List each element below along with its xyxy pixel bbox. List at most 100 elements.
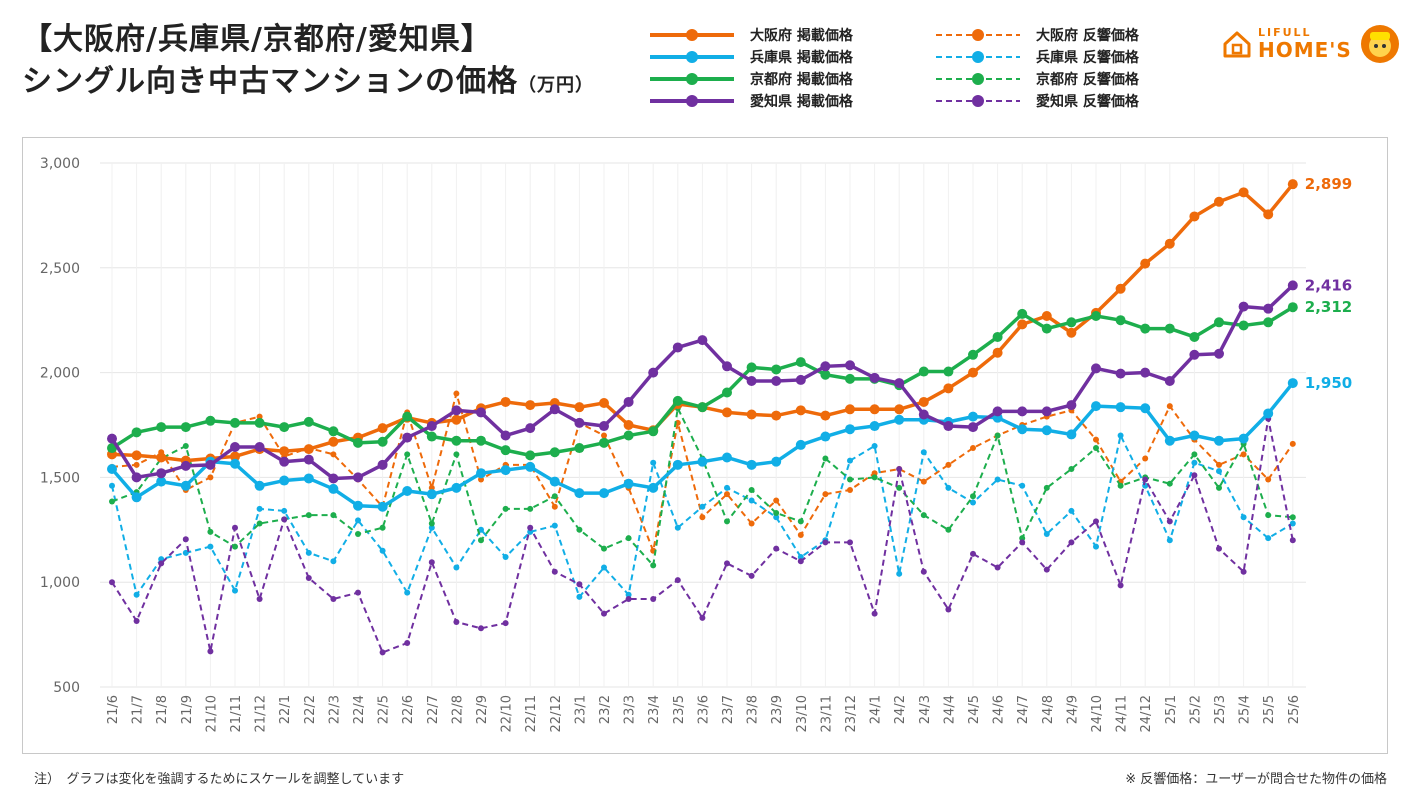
data-point (574, 443, 585, 454)
data-point (601, 564, 607, 571)
x-tick-label: 23/2 (598, 695, 613, 724)
data-point (1068, 466, 1075, 473)
data-point (502, 505, 509, 512)
data-point (918, 366, 929, 377)
data-point (1263, 303, 1274, 314)
data-point (279, 456, 290, 467)
mascot-icon (1361, 25, 1399, 63)
data-point (1240, 568, 1247, 575)
data-point (894, 414, 905, 425)
data-point (970, 499, 976, 506)
data-point (847, 476, 853, 483)
data-point (453, 564, 460, 571)
data-point (303, 473, 314, 484)
data-point (230, 417, 240, 428)
data-point (918, 409, 929, 420)
note-scale: 注） グラフは変化を強調するためにスケールを調整しています (34, 772, 405, 787)
legend-item: 大阪府 掲載価格 (648, 24, 928, 46)
x-tick-label: 25/1 (1164, 695, 1179, 724)
legend-swatch (650, 29, 734, 41)
x-tick-label: 24/6 (992, 695, 1007, 724)
x-tick-label: 23/12 (844, 695, 859, 732)
x-tick-label: 24/12 (1139, 695, 1154, 732)
data-point (748, 572, 755, 579)
data-point (968, 349, 978, 360)
x-tick-label: 22/12 (549, 695, 564, 732)
data-point (158, 560, 165, 567)
data-point (1287, 302, 1298, 313)
data-point (943, 421, 954, 432)
data-point (1240, 451, 1247, 458)
data-point (869, 421, 880, 432)
data-point (279, 446, 290, 457)
data-point (894, 378, 905, 389)
x-tick-label: 25/6 (1287, 695, 1302, 724)
data-point (1214, 317, 1224, 328)
x-tick-label: 25/3 (1213, 695, 1228, 724)
data-point (748, 497, 755, 504)
data-point (1238, 320, 1249, 331)
data-point (820, 431, 831, 442)
data-point (970, 550, 976, 557)
data-point (722, 407, 732, 418)
data-point (254, 480, 265, 491)
data-point (1287, 378, 1298, 389)
data-point (502, 554, 509, 561)
data-point (1166, 537, 1173, 544)
data-point (724, 560, 730, 567)
data-point (970, 445, 976, 452)
data-point (182, 442, 189, 449)
data-point (797, 558, 804, 565)
data-point (525, 461, 536, 472)
y-tick-label: 1,000 (40, 575, 80, 591)
data-point (601, 610, 607, 617)
data-point (180, 480, 191, 491)
data-point (672, 395, 683, 406)
data-point (402, 411, 413, 422)
data-point (525, 400, 536, 411)
data-point (1214, 435, 1224, 446)
data-point (724, 518, 730, 525)
x-tick-label: 24/8 (1041, 695, 1056, 724)
legend-swatch (936, 51, 1020, 63)
data-point (1093, 436, 1099, 443)
legend-label: 愛知県 掲載価格 (750, 94, 853, 110)
data-point (945, 606, 952, 613)
data-point (107, 464, 117, 475)
data-point (328, 436, 339, 447)
data-point (894, 404, 905, 415)
data-point (1115, 283, 1126, 294)
data-point (256, 520, 263, 527)
data-point (896, 484, 903, 491)
y-tick-label: 3,000 (40, 156, 80, 172)
data-point (230, 442, 240, 453)
x-tick-label: 22/4 (352, 695, 367, 724)
data-point (379, 649, 386, 656)
data-point (330, 595, 337, 602)
x-tick-label: 21/12 (254, 695, 269, 732)
data-point (797, 554, 804, 561)
data-point (746, 459, 757, 470)
data-point (551, 568, 558, 575)
data-point (256, 413, 263, 420)
data-point (305, 512, 312, 519)
data-point (476, 468, 486, 479)
data-point (1117, 582, 1124, 589)
data-point (797, 518, 804, 525)
data-point (1017, 424, 1028, 435)
data-point (773, 497, 780, 504)
x-tick-label: 24/7 (1016, 695, 1031, 724)
data-point (845, 360, 855, 371)
data-point (845, 373, 855, 384)
data-point (1117, 432, 1124, 439)
legend-swatch (936, 95, 1020, 107)
data-point (207, 474, 214, 481)
data-point (426, 431, 437, 442)
x-tick-label: 23/3 (623, 695, 638, 724)
data-point (771, 456, 782, 467)
lifull-homes-logo: LIFULL HOME'S (1222, 24, 1400, 68)
data-point (281, 516, 288, 523)
data-point (1164, 323, 1175, 334)
legend-item: 愛知県 掲載価格 (648, 90, 928, 112)
